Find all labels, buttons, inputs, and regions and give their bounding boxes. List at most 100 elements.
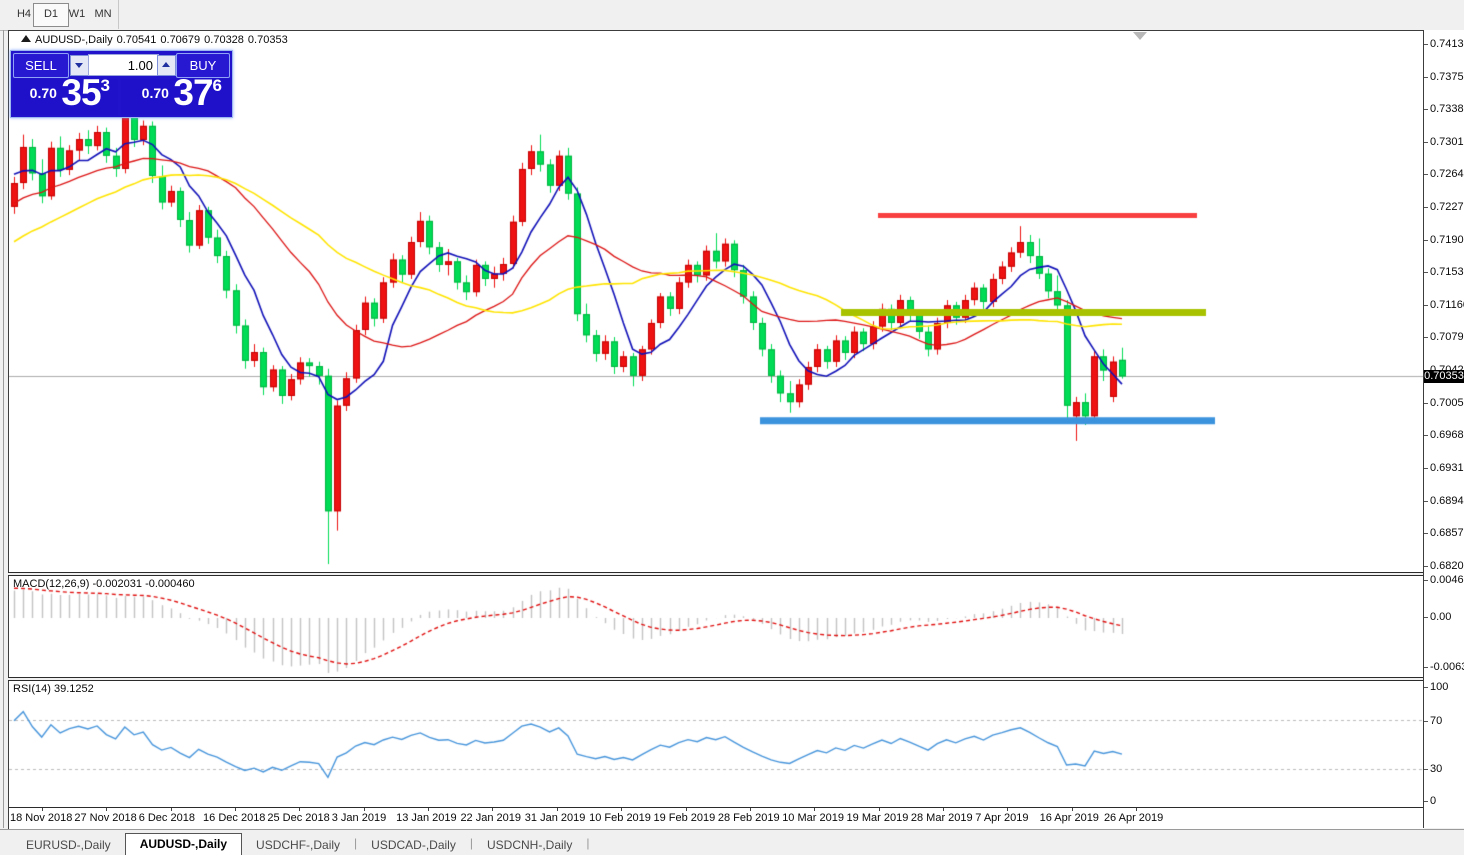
timeframe-tab-mn[interactable]: MN: [94, 8, 112, 20]
scale-tick: [1424, 435, 1428, 437]
macd-pane: MACD(12,26,9) -0.002031 -0.000460: [9, 576, 1423, 677]
sell-price-pip: 3: [100, 76, 110, 95]
date-tick: [428, 808, 430, 811]
date-tick: [942, 808, 944, 811]
timeframe-toolbar: H4 D1 W1 MN: [0, 0, 1464, 31]
buy-price-prefix: 0.70: [141, 85, 169, 101]
sell-price-main: 35: [61, 72, 101, 113]
date-tick: [878, 808, 880, 811]
price-chart-canvas[interactable]: [9, 31, 1423, 572]
scale-tick: [1424, 565, 1428, 567]
scale-tick: [1424, 44, 1428, 45]
volume-input[interactable]: [88, 54, 159, 76]
date-tick: [1135, 808, 1137, 811]
date-axis-label: 16 Dec 2018: [203, 812, 266, 824]
date-axis-label: 6 Dec 2018: [138, 812, 195, 824]
scale-tick: [1424, 174, 1428, 176]
scale-tick: [1424, 402, 1428, 404]
rsi-label: RSI(14) 39.1252: [13, 683, 94, 695]
date-axis-label: 19 Feb 2019: [653, 812, 716, 824]
date-axis-label: 19 Mar 2019: [846, 812, 909, 824]
date-axis-label: 25 Dec 2018: [267, 812, 330, 824]
chart-tab-eurusd[interactable]: EURUSD-,Daily: [26, 838, 111, 852]
sell-button[interactable]: SELL: [13, 53, 69, 78]
date-axis-label: 13 Jan 2019: [396, 812, 457, 824]
arrow-down-icon: [75, 63, 83, 68]
date-tick: [106, 808, 108, 811]
date-axis-label: 28 Feb 2019: [717, 812, 780, 824]
date-tick: [1071, 808, 1073, 811]
chart-tab-usdchf[interactable]: USDCHF-,Daily: [256, 838, 341, 852]
buy-price-pip: 6: [212, 76, 222, 95]
tab-separator: |: [354, 836, 358, 850]
chart-tab-bar: EURUSD-,Daily AUDUSD-,Daily USDCHF-,Dail…: [0, 829, 1464, 855]
symbol-marker-icon: [21, 35, 31, 42]
timeframe-tab-w1[interactable]: W1: [68, 8, 86, 20]
buy-price-button[interactable]: 0.70 376: [121, 72, 230, 115]
ohlc-low: 0.70328: [204, 34, 244, 46]
date-tick: [299, 808, 301, 811]
date-tick: [42, 808, 43, 811]
macd-axis-label: 0.00: [1430, 611, 1452, 623]
chart-tab-audusd[interactable]: AUDUSD-,Daily: [124, 833, 243, 855]
scale-tick: [1424, 467, 1428, 469]
timeframe-tab-d1[interactable]: D1: [33, 3, 69, 27]
scale-tick: [1424, 272, 1428, 274]
scale-tick: [1424, 109, 1428, 111]
date-tick: [1007, 808, 1009, 811]
macd-axis-label: -0.00639: [1430, 661, 1464, 673]
scale-tick: [1424, 141, 1428, 143]
current-price-tag: 0.70353: [1424, 369, 1464, 383]
date-tick: [621, 808, 623, 811]
rsi-axis-label: 0: [1430, 795, 1437, 807]
ohlc-open: 0.70541: [116, 34, 157, 46]
date-axis-label: 16 Apr 2019: [1039, 812, 1099, 824]
one-click-trade-panel: SELL BUY 0.70 353 0.70 376: [10, 50, 233, 118]
volume-increase-button[interactable]: [157, 55, 176, 76]
rsi-axis-label: 100: [1430, 681, 1449, 693]
date-tick: [556, 808, 558, 811]
sell-price-button[interactable]: 0.70 353: [13, 72, 118, 115]
buy-button[interactable]: BUY: [176, 53, 230, 78]
sell-price-prefix: 0.70: [29, 85, 57, 101]
date-axis-label: 27 Nov 2018: [74, 812, 137, 824]
pane-splitter-rsi[interactable]: [8, 677, 1424, 681]
macd-canvas[interactable]: [9, 576, 1423, 677]
date-tick: [235, 808, 237, 811]
ohlc-close: 0.70353: [247, 34, 288, 46]
scale-tick: [1424, 769, 1428, 770]
macd-label: MACD(12,26,9) -0.002031 -0.000460: [13, 578, 195, 590]
chart-symbol-period: AUDUSD-,Daily: [35, 34, 113, 46]
date-axis[interactable]: 18 Nov 2018 27 Nov 2018 6 Dec 2018 16 Dec 2…: [9, 807, 1423, 828]
rsi-pane: RSI(14) 39.1252: [9, 681, 1423, 806]
chart-tab-usdcad[interactable]: USDCAD-,Daily: [371, 838, 456, 852]
pane-splitter-macd[interactable]: [8, 572, 1424, 576]
macd-axis-label: 0.004694: [1430, 574, 1464, 586]
scale-tick: [1424, 239, 1428, 241]
scale-tick: [1424, 304, 1428, 306]
scroll-to-end-icon[interactable]: [1133, 32, 1147, 40]
scale-tick: [1424, 500, 1428, 502]
date-tick: [685, 808, 687, 811]
timeframe-tab-h4[interactable]: H4: [16, 8, 32, 20]
date-axis-label: 22 Jan 2019: [460, 812, 521, 824]
scale-border: [1423, 30, 1424, 828]
tab-separator: |: [586, 836, 590, 850]
chart-tab-usdcnh[interactable]: USDCNH-,Daily: [486, 838, 573, 852]
rsi-canvas[interactable]: [9, 681, 1423, 806]
